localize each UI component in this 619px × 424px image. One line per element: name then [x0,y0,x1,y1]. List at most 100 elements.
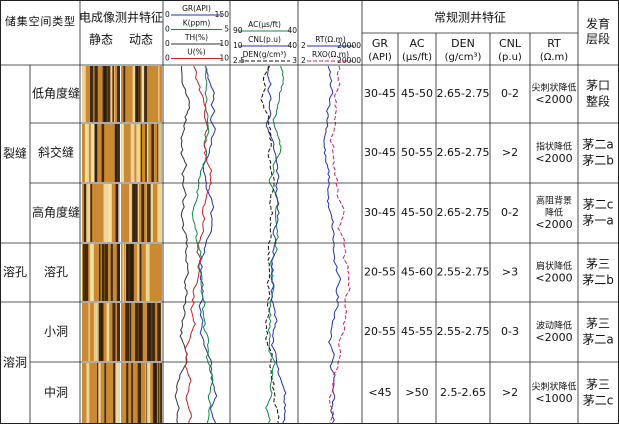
image-stripe [112,303,116,361]
image-stripe [129,303,132,361]
curve-name: RT(Ω.m) [315,35,346,44]
curve-right: 40 [287,26,297,35]
rt-cell: <1000 [535,392,572,405]
image-stripe [83,184,88,242]
image-stripe [146,363,151,423]
image-stripe [127,244,132,301]
type-header: 储集空间类型 [5,14,75,28]
log-curve [174,65,191,424]
image-stripe [130,124,135,182]
image-stripe [100,303,104,361]
image-stripe [82,244,85,301]
image-stripe [108,66,112,122]
image-stripe [137,363,142,423]
reservoir-type: 中洞 [44,385,68,400]
column-name: DEN [451,37,475,50]
table-cell: 2.55-2.75 [437,266,490,279]
image-stripe [133,184,138,242]
column-name: CNL [499,37,522,50]
table-cell: 0-2 [501,206,519,219]
curve-left: 90 [233,26,243,35]
curve-left: 2.5 [233,56,245,65]
image-stripe [159,184,162,242]
image-stripe [123,66,126,122]
image-stripe [116,363,118,423]
image-stripe [113,363,116,423]
log-curve [260,65,280,424]
table-cell: 2.65-2.75 [437,146,490,159]
layer-cell: 茅三 [586,257,610,271]
conventional-header: 常规测井特征 [434,10,506,25]
image-stripe [158,124,162,182]
image-stripe [142,66,144,122]
image-stripe [146,124,149,182]
image-stripe [138,244,142,301]
curve-left: 0 [165,54,170,63]
column-name: AC [409,37,424,50]
curve-right: 10 [219,54,229,63]
group-name: 溶洞 [3,355,27,370]
image-stripe [137,244,140,301]
image-stripe [136,124,141,182]
image-stripe [88,303,90,361]
image-stripe [97,303,99,361]
rt-cell: 尖刺状降低 [531,82,576,94]
image-log [121,66,162,122]
image-stripe [82,66,86,122]
image-stripe [101,124,105,182]
image-stripe [97,363,99,423]
table-cell: 45-50 [401,206,433,219]
image-stripe [158,363,160,423]
column-unit: (API) [368,52,392,63]
table-cell: 0-3 [501,325,519,338]
image-stripe [84,124,89,182]
image-stripe [115,124,117,182]
image-stripe [151,303,156,361]
image-stripe [121,124,124,182]
image-stripe [106,303,110,361]
reservoir-type: 高角度缝 [32,205,80,220]
rt-cell: 降低 [545,207,563,219]
image-stripe [147,303,151,361]
curve-name: DEN(g/cm³) [243,50,287,59]
image-stripe [110,244,113,301]
image-stripe [93,303,95,361]
image-stripe [101,244,105,301]
layer-cell: 茅二a [582,138,613,152]
image-stripe [84,244,89,301]
image-stripe [95,303,98,361]
log-curve [328,65,351,424]
layer-cell: 茅二a [582,333,613,347]
layer-cell: 茅三 [586,378,610,392]
curve-left: 2 [301,56,306,65]
curve-name: U(%) [187,48,206,57]
rt-cell: <2000 [535,152,572,165]
layer-cell: 茅二b [582,154,614,168]
image-stripe [98,244,101,301]
layer-cell: 茅二b [582,273,614,287]
image-stripe [145,244,150,301]
table-cell: >2 [502,146,518,159]
log-curve [191,65,214,424]
table-cell: >2 [502,386,518,399]
image-stripe [91,124,95,182]
curve-name: CNL(p.u) [248,35,281,44]
image-stripe [86,184,90,242]
curve-left: 10 [233,41,243,50]
image-stripe [98,303,103,361]
image-stripe [90,244,94,301]
image-stripe [143,66,148,122]
image-stripe [138,66,141,122]
image-stripe [116,244,120,301]
image-stripe [117,124,120,182]
reservoir-type: 斜交缝 [38,145,74,160]
group-name: 裂缝 [3,146,27,161]
table-cell: 20-55 [364,266,396,279]
table-cell: 2.55-2.75 [437,325,490,338]
image-stripe [94,66,98,122]
table-cell: 2.65-2.75 [437,87,490,100]
rt-cell: <2000 [535,218,572,231]
curve-left: 0 [165,39,170,48]
curve-right: 5 [224,25,229,34]
